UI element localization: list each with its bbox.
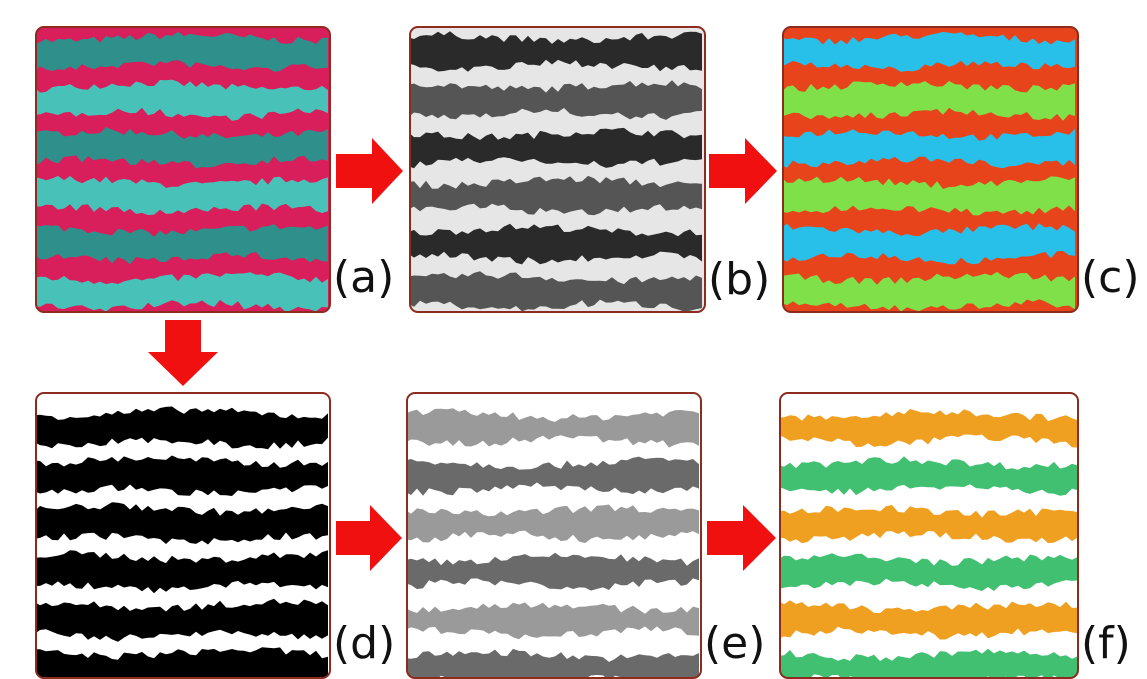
panel-label: (e): [704, 618, 765, 669]
panel-label: (c): [1081, 252, 1140, 303]
panel-label: (b): [708, 254, 770, 305]
panel-image: [778, 393, 1078, 679]
panel-image: [781, 27, 1078, 312]
arrow-right: [336, 505, 402, 571]
panel-label: (d): [333, 618, 395, 669]
arrow-down: [148, 320, 218, 386]
panel-image: [405, 393, 701, 679]
panel-label: (f): [1081, 618, 1131, 669]
panel-image: [34, 27, 330, 312]
panel-image: [34, 393, 330, 679]
figure: (a) (b) (c) (d) (e) (f): [0, 0, 1147, 679]
arrow-right: [709, 138, 777, 204]
panel-background: [36, 27, 330, 312]
panel-background: [783, 27, 1078, 312]
panel-label: (a): [333, 252, 394, 303]
panel-image: [408, 27, 705, 312]
arrow-right: [707, 505, 776, 571]
arrow-right: [336, 138, 403, 204]
